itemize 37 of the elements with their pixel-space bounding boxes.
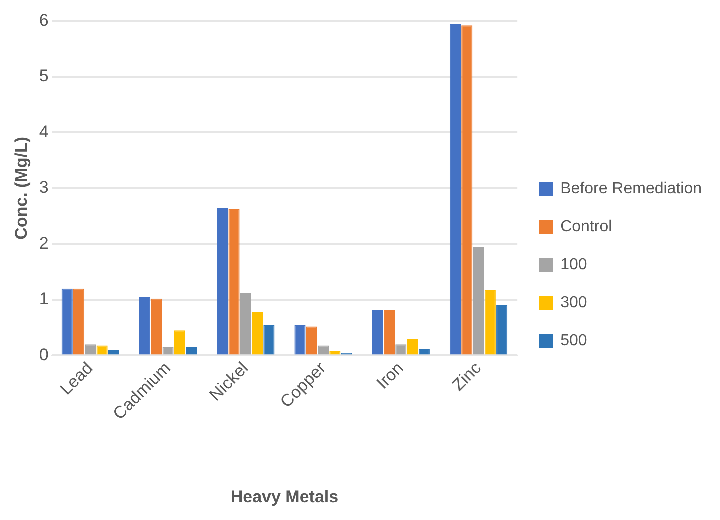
bar [484,290,496,355]
legend-label: 500 [560,332,588,350]
bar [174,330,186,355]
y-tick-label: 0 [39,345,49,364]
bar [462,26,473,355]
bar [228,209,240,355]
legend-label: Control [560,218,612,236]
y-axis-title: Conc. (Mg/L) [12,137,31,240]
bar [62,288,73,355]
bar [294,325,306,355]
bar [151,298,162,355]
bar [240,293,252,355]
y-tick-label: 2 [39,234,49,253]
x-tick-label: Zinc [448,358,486,395]
y-tick-label: 3 [39,178,49,198]
bar [450,24,462,355]
legend-label: Before Remediation [560,180,702,198]
bar [372,310,384,355]
bar [108,350,120,355]
bar [252,312,264,355]
y-tick-label: 5 [39,66,49,86]
bar [73,288,85,355]
x-tick-label: Iron [373,358,408,393]
bar [217,208,228,355]
bar [264,325,275,355]
y-tick-label: 6 [39,10,49,30]
bar [139,297,151,355]
bar [418,349,430,355]
bar [496,306,508,355]
legend-label: 100 [560,256,588,274]
legend-label: 300 [560,294,588,312]
y-tick-label: 4 [39,122,49,142]
x-axis-title: Heavy Metals [230,487,339,506]
bar [473,247,484,355]
y-tick-label: 1 [39,290,49,309]
bar [306,326,318,355]
bar [384,310,396,355]
